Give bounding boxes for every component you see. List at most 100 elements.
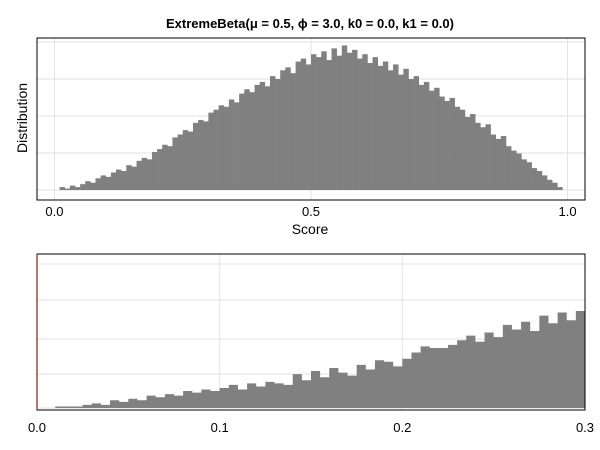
top-bar (495, 138, 502, 190)
top-bar (346, 52, 353, 191)
top-bar (541, 175, 548, 190)
top-bar (434, 87, 440, 190)
top-bar (223, 106, 230, 190)
top-bar (295, 61, 302, 190)
top-bar (408, 79, 414, 190)
top-bar (331, 48, 337, 190)
top-bar (85, 181, 91, 190)
top-chart: ExtremeBeta(μ = 0.5, ϕ = 3.0, k0 = 0.0, … (14, 16, 586, 237)
bottom-x-ticks: 0.0 0.1 0.2 0.3 (28, 420, 594, 435)
top-bar (208, 112, 214, 190)
top-x-tick-label: 0.0 (45, 204, 63, 219)
top-bar (367, 62, 373, 191)
top-bar (316, 57, 322, 190)
bottom-chart: 0.0 0.1 0.2 0.3 (28, 253, 594, 435)
top-bar (80, 184, 86, 190)
top-bar (305, 64, 312, 190)
top-bar (526, 162, 532, 190)
top-bar (141, 157, 148, 190)
top-bar (157, 149, 163, 190)
top-bar (254, 84, 260, 190)
top-bar (531, 168, 538, 190)
top-x-tick-label: 1.0 (559, 204, 577, 219)
top-bar (69, 185, 76, 190)
top-bar (464, 117, 471, 190)
top-bar (249, 92, 255, 190)
top-bar (151, 152, 158, 190)
top-bar (475, 122, 481, 190)
top-bar (321, 51, 327, 190)
top-bar (269, 76, 276, 190)
top-bar (218, 105, 225, 190)
top-bar (521, 159, 527, 190)
bottom-x-tick-label: 0.1 (211, 420, 229, 435)
top-bar (449, 98, 455, 190)
top-bar (228, 99, 235, 190)
top-bar (336, 55, 343, 191)
top-bar (429, 90, 435, 190)
top-bar (300, 58, 307, 190)
top-bar (490, 134, 497, 190)
top-bar (162, 144, 168, 190)
top-bar (423, 81, 430, 190)
top-bar (372, 57, 378, 190)
bottom-x-tick-label: 0.3 (576, 420, 594, 435)
top-bar (511, 150, 517, 190)
top-bar (357, 58, 363, 190)
top-bar (100, 175, 107, 190)
top-bar (239, 93, 245, 190)
top-bar (418, 84, 425, 190)
top-bar (459, 109, 466, 190)
top-bar (280, 70, 286, 190)
bottom-x-tick-label: 0.2 (393, 420, 411, 435)
top-bar (326, 60, 332, 191)
top-bar (552, 182, 558, 190)
top-bar (172, 137, 178, 190)
top-bar (234, 102, 240, 190)
top-bar (177, 134, 184, 190)
top-bar (536, 171, 543, 190)
top-bar (110, 172, 117, 190)
top-bar (547, 179, 553, 190)
bottom-x-tick-label: 0.0 (28, 420, 46, 435)
bottom-area-fill (55, 300, 585, 408)
top-bar (413, 76, 420, 190)
bottom-area (55, 300, 585, 408)
top-bar (398, 74, 404, 190)
top-bar (192, 122, 199, 190)
top-bar (244, 89, 250, 190)
top-bar (341, 45, 348, 191)
top-bar (275, 79, 281, 190)
top-bar (131, 166, 137, 190)
top-bar (59, 187, 66, 190)
top-bar (116, 169, 122, 190)
top-bar (90, 182, 96, 190)
top-bar (485, 124, 491, 190)
top-bar (470, 114, 476, 190)
top-bar (290, 73, 296, 190)
top-bar (182, 130, 189, 190)
top-bar (126, 165, 132, 190)
top-bar (203, 121, 209, 190)
top-bar (259, 81, 266, 190)
top-bar (352, 49, 358, 191)
top-bar (393, 64, 399, 190)
top-bar (557, 187, 563, 190)
top-bar (377, 65, 384, 190)
top-bar (285, 67, 291, 190)
top-bar (444, 100, 450, 190)
top-bar (311, 54, 317, 190)
top-bar (480, 127, 486, 190)
top-bar (95, 178, 101, 190)
top-bar (146, 159, 153, 190)
top-bar (403, 68, 409, 190)
top-x-tick-label: 0.5 (302, 204, 320, 219)
top-bar (121, 171, 127, 190)
top-bar (105, 176, 112, 190)
top-bar (64, 188, 71, 190)
top-bar (505, 146, 512, 190)
top-bar (439, 96, 445, 190)
top-x-axis-label: Score (292, 221, 329, 237)
top-bars (59, 45, 563, 191)
